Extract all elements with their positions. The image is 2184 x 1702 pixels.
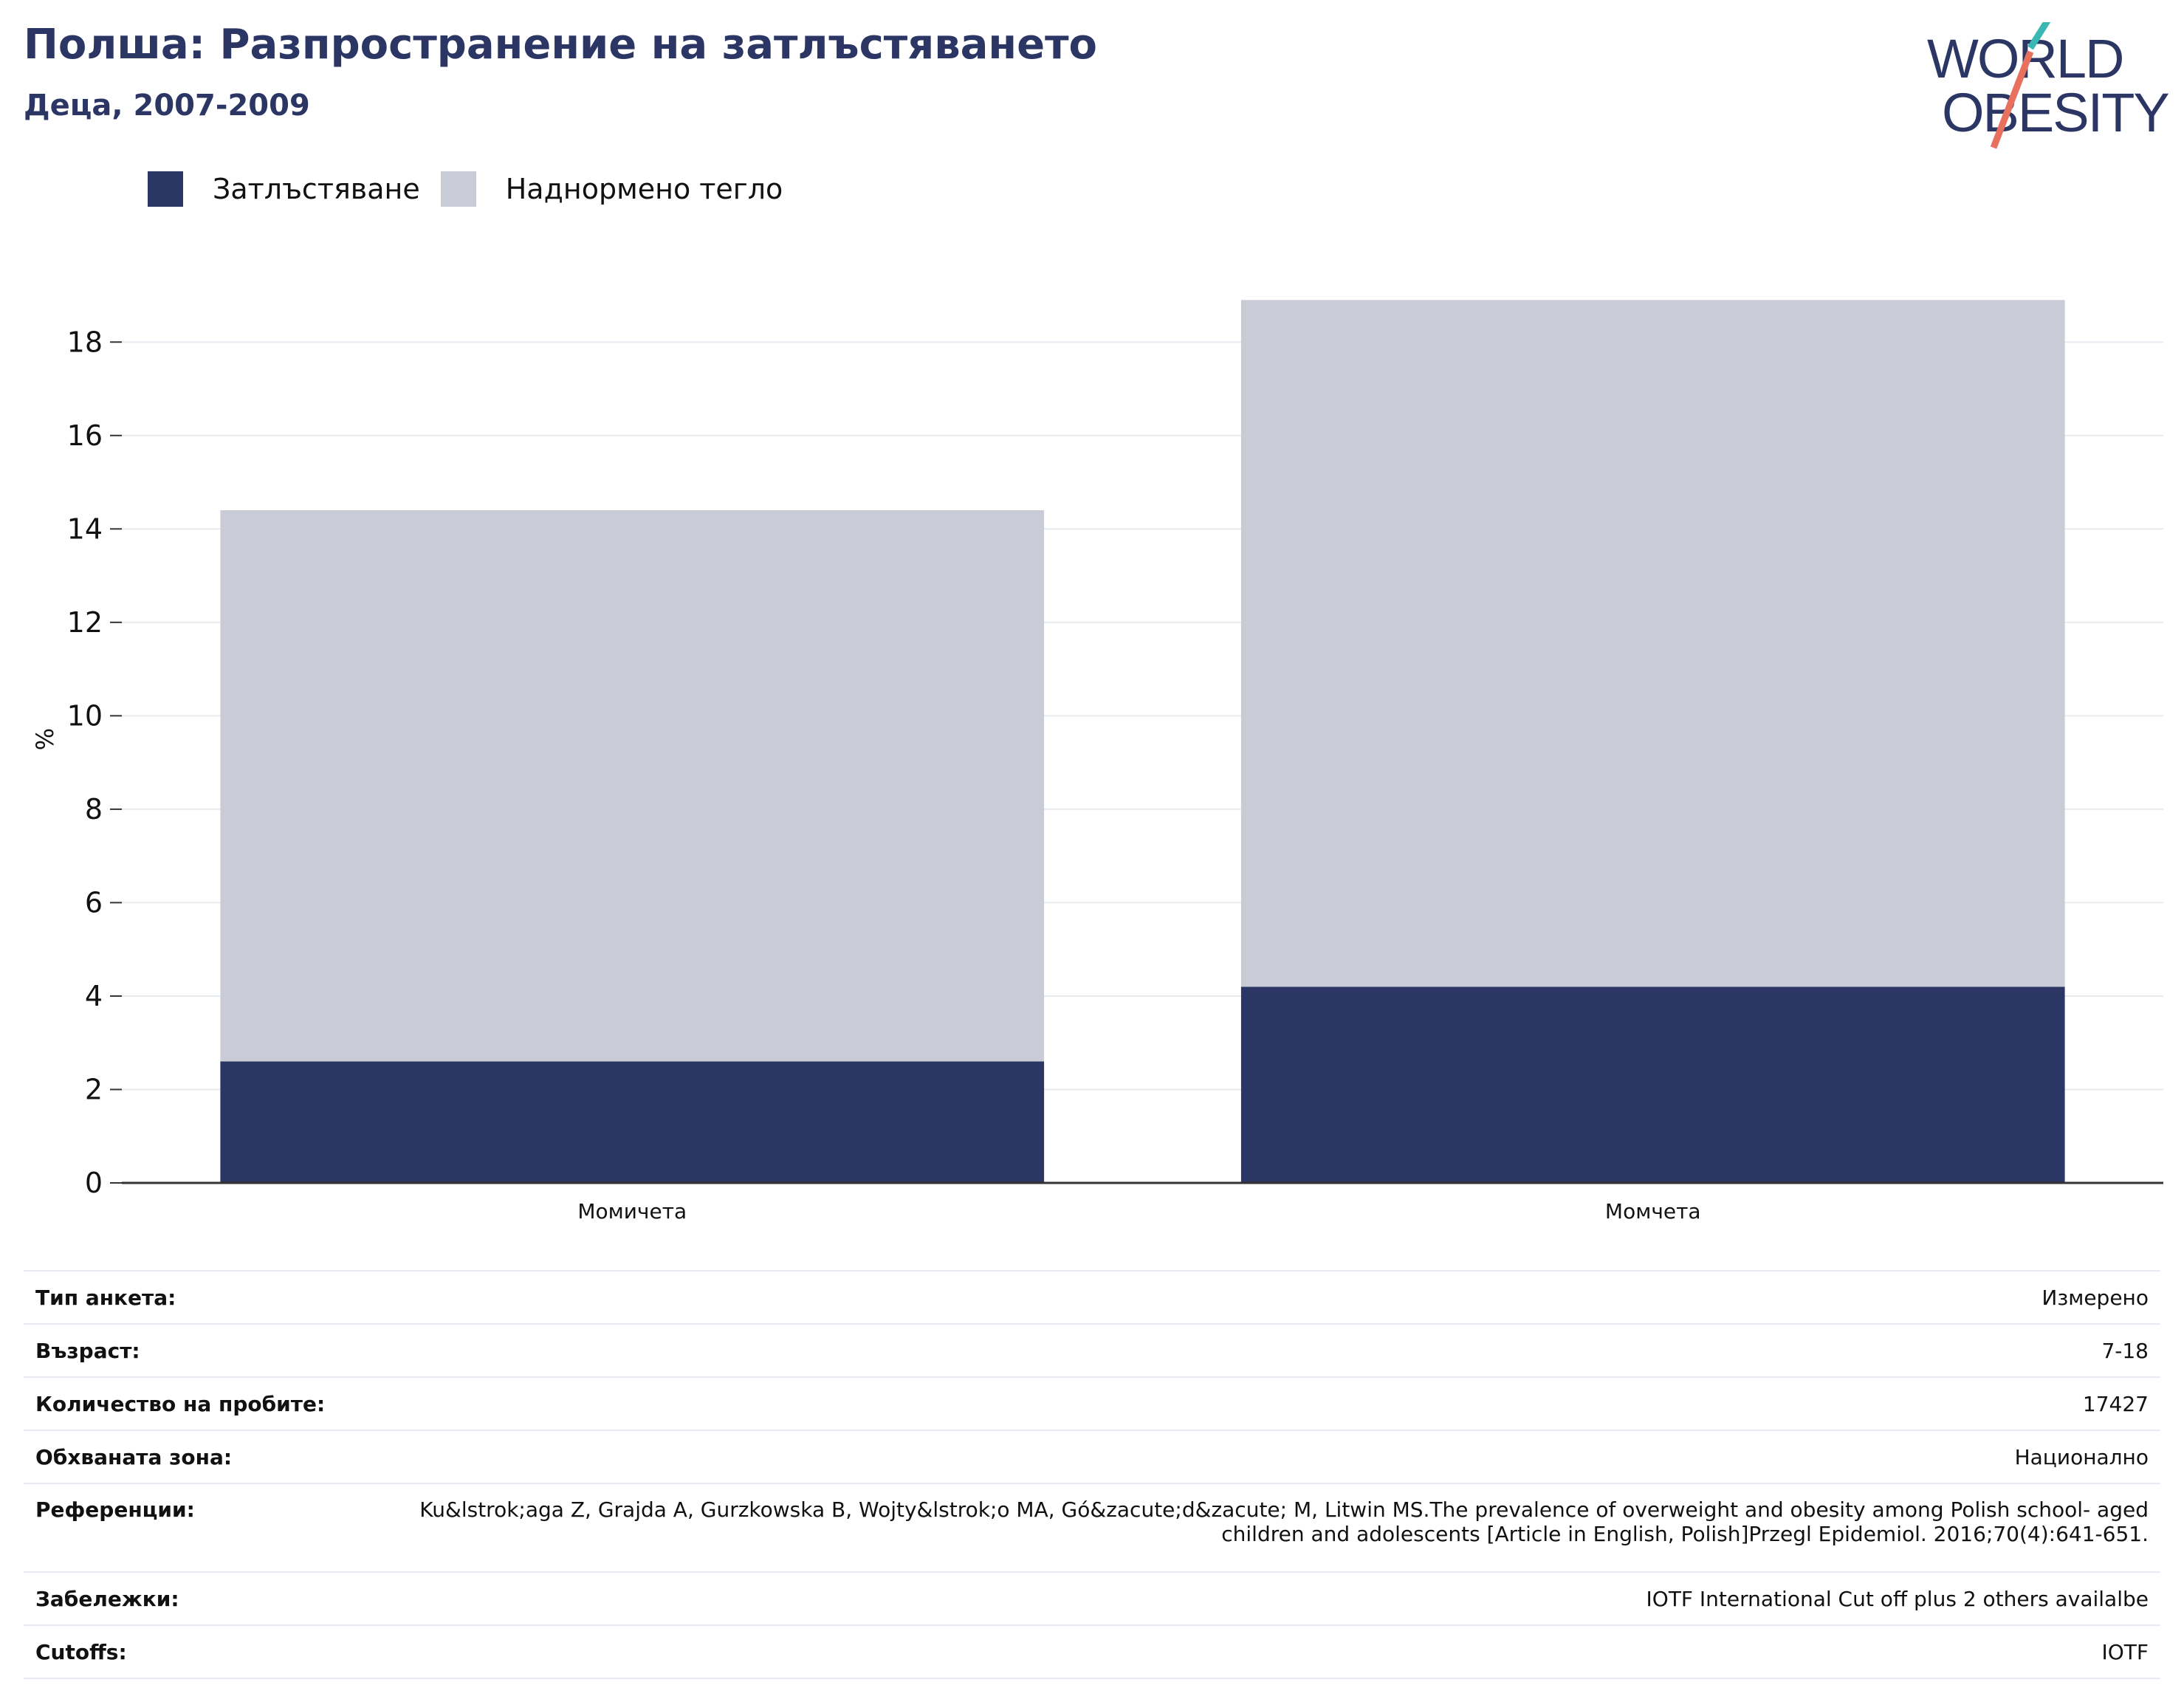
info-value: Измерено	[337, 1270, 2160, 1324]
chart-legend: Затлъстяване Наднормено тегло	[148, 170, 803, 208]
info-key: Количество на пробите:	[24, 1376, 337, 1430]
x-tick-label: Момичета	[577, 1199, 687, 1224]
info-row: Възраст: 7-18	[24, 1323, 2160, 1377]
bar-obesity	[1240, 986, 2065, 1183]
stacked-bar-chart: 0 2 4 6 8 10 12 14 16 18% Момичета Момчета	[31, 300, 2163, 1224]
info-row: Забележки: IOTF International Cut off plu…	[24, 1571, 2160, 1625]
info-value: 7-18	[337, 1323, 2160, 1377]
info-value: IOTF International Cut off plus 2 others…	[337, 1571, 2160, 1625]
info-value: IOTF	[337, 1624, 2160, 1679]
info-row: Cutoffs: IOTF	[24, 1624, 2160, 1679]
info-value: 17427	[337, 1376, 2160, 1430]
legend-swatch-obesity	[148, 171, 183, 207]
bar-obesity	[220, 1061, 1045, 1183]
y-tick-label: 10	[67, 699, 103, 732]
info-row: Референции: Ku&lstrok;aga Z, Grajda A, Gu…	[24, 1483, 2160, 1572]
info-key: Обхваната зона:	[24, 1430, 337, 1483]
y-tick-label: 14	[67, 512, 103, 545]
page-subtitle: Деца, 2007-2009	[24, 89, 310, 123]
info-row: Тип анкета: Измерено	[24, 1270, 2160, 1324]
x-tick-label: Момчета	[1605, 1199, 1701, 1224]
y-tick-label: 16	[67, 419, 103, 452]
info-key: Забележки:	[24, 1571, 337, 1625]
info-key: Cutoffs:	[24, 1624, 337, 1679]
y-tick-label: 6	[85, 886, 103, 919]
page-title: Полша: Разпространение на затлъстяването	[24, 21, 1098, 69]
info-value: Ku&lstrok;aga Z, Grajda A, Gurzkowska B,…	[337, 1483, 2160, 1572]
info-row: Обхваната зона: Национално	[24, 1430, 2160, 1483]
survey-info-table: Тип анкета: Измерено Възраст: 7-18 Количеств…	[24, 1270, 2160, 1679]
y-axis-label: %	[31, 728, 59, 750]
info-row: Количество на пробите: 17427	[24, 1376, 2160, 1430]
y-tick-label: 8	[85, 793, 103, 826]
bar-overweight	[220, 510, 1045, 1062]
world-obesity-logo: WORLD OBESITY	[1927, 22, 2170, 149]
legend-swatch-overweight	[440, 171, 476, 207]
logo-slash-red	[1990, 50, 2034, 149]
info-value: Национално	[337, 1430, 2160, 1483]
y-tick-label: 0	[85, 1167, 103, 1199]
info-key: Референции:	[24, 1483, 337, 1572]
logo-slash-teal	[2027, 22, 2051, 50]
y-tick-label: 18	[67, 326, 103, 358]
logo-line2: OBESITY	[1942, 82, 2168, 143]
legend-label-overweight: Наднормено тегло	[505, 173, 783, 205]
info-key: Възраст:	[24, 1323, 337, 1377]
bar-overweight	[1240, 300, 2065, 987]
y-tick-label: 2	[85, 1073, 103, 1105]
y-tick-label: 4	[85, 980, 103, 1012]
y-tick-label: 12	[67, 606, 103, 639]
legend-label-obesity: Затлъстяване	[213, 173, 420, 205]
info-key: Тип анкета:	[24, 1270, 337, 1324]
